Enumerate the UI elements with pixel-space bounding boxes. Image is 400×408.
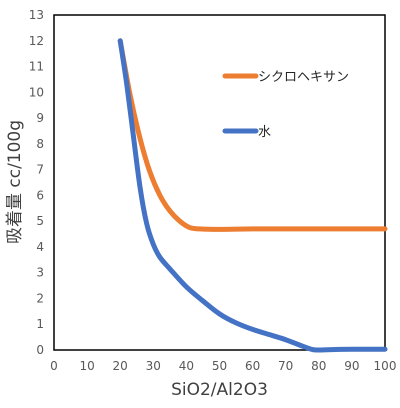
x-tick-label: 80: [311, 359, 326, 373]
y-tick-label: 12: [29, 34, 44, 48]
y-tick-label: 9: [36, 111, 44, 125]
y-tick-label: 13: [29, 8, 44, 22]
x-tick-label: 10: [79, 359, 94, 373]
x-tick-label: 50: [212, 359, 227, 373]
x-tick-label: 90: [344, 359, 359, 373]
x-tick-label: 60: [245, 359, 260, 373]
y-tick-label: 3: [36, 266, 44, 280]
plot-frame: [53, 14, 386, 351]
legend-label-1: シクロヘキサン: [258, 70, 349, 85]
y-tick-label: 4: [36, 240, 44, 254]
y-tick-label: 5: [36, 214, 44, 228]
y-tick-label: 8: [36, 137, 44, 151]
y-tick-label: 6: [36, 188, 44, 202]
series-lines: [117, 38, 388, 353]
y-tick-label: 1: [36, 317, 44, 331]
y-tick-label: 11: [29, 60, 44, 74]
x-tick-label: 30: [146, 359, 161, 373]
y-tick-label: 2: [36, 291, 44, 305]
legend-label-2: 水: [258, 125, 271, 140]
x-tick-label: 70: [278, 359, 293, 373]
x-tick-label: 20: [113, 359, 128, 373]
y-tick-label: 0: [36, 343, 44, 357]
y-tick-label: 10: [29, 85, 44, 99]
x-tick-label: 40: [179, 359, 194, 373]
series-line-1: [117, 38, 388, 232]
x-axis-title: SiO2/Al2O3: [171, 380, 268, 400]
x-tick-label: 0: [50, 359, 58, 373]
x-tick-labels: 0 10 20 30 40 50 60 70 80 90 100: [50, 359, 396, 373]
y-tick-label: 7: [36, 163, 44, 177]
series-line-2: [117, 38, 388, 353]
x-tick-label: 100: [374, 359, 397, 373]
y-axis-title: 吸着量 cc/100g: [5, 120, 25, 244]
